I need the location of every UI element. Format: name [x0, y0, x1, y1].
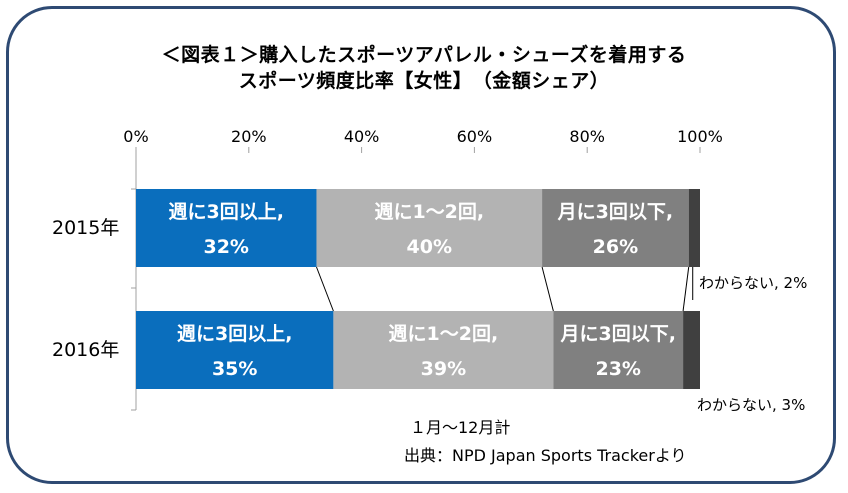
- bar-segment: [688, 189, 700, 267]
- chart-frame: [6, 6, 836, 484]
- data-label-name: 月に3回以下,: [557, 201, 673, 223]
- category-label: 2015年: [52, 217, 119, 239]
- x-tick-label: 20%: [231, 127, 267, 146]
- bar-segment: [136, 189, 317, 267]
- x-tick-label: 40%: [344, 127, 380, 146]
- data-label-name: 週に3回以上,: [177, 323, 292, 345]
- data-label-value: 23%: [595, 358, 640, 380]
- data-label-value: 35%: [212, 358, 257, 380]
- series-line: [682, 266, 690, 312]
- data-label-outside: わからない, 3%: [697, 396, 805, 414]
- bar-segment: [542, 189, 689, 267]
- source-note: 出典：NPD Japan Sports Trackerより: [404, 446, 687, 465]
- data-label-name: 週に3回以上,: [169, 201, 284, 223]
- bar-segment: [136, 311, 334, 389]
- bar-segment: [553, 311, 684, 389]
- bar-segment: [683, 311, 700, 389]
- series-line: [541, 266, 554, 312]
- data-label-value: 26%: [593, 236, 638, 258]
- data-label-outside: わからない, 2%: [699, 274, 807, 292]
- bar-segment: [316, 189, 543, 267]
- x-tick-label: 0%: [123, 127, 148, 146]
- x-tick-label: 60%: [457, 127, 493, 146]
- x-tick-label: 100%: [677, 127, 723, 146]
- bar-segment: [333, 311, 554, 389]
- data-label-value: 39%: [421, 358, 466, 380]
- data-label-name: 週に1〜2回,: [374, 201, 484, 223]
- data-label-value: 32%: [203, 236, 248, 258]
- category-label: 2016年: [52, 339, 119, 361]
- chart-subtitle: スポーツ頻度比率【女性】 （金額シェア）: [238, 70, 610, 92]
- data-label-name: 週に1〜2回,: [389, 323, 499, 345]
- chart-title: ＜図表１＞購入したスポーツアパレル・シューズを着用する: [161, 44, 687, 66]
- series-line: [316, 266, 334, 312]
- x-tick-label: 80%: [569, 127, 605, 146]
- period-note: １月〜12月計: [410, 418, 511, 437]
- data-label-value: 40%: [407, 236, 452, 258]
- data-label-name: 月に3回以下,: [559, 323, 675, 345]
